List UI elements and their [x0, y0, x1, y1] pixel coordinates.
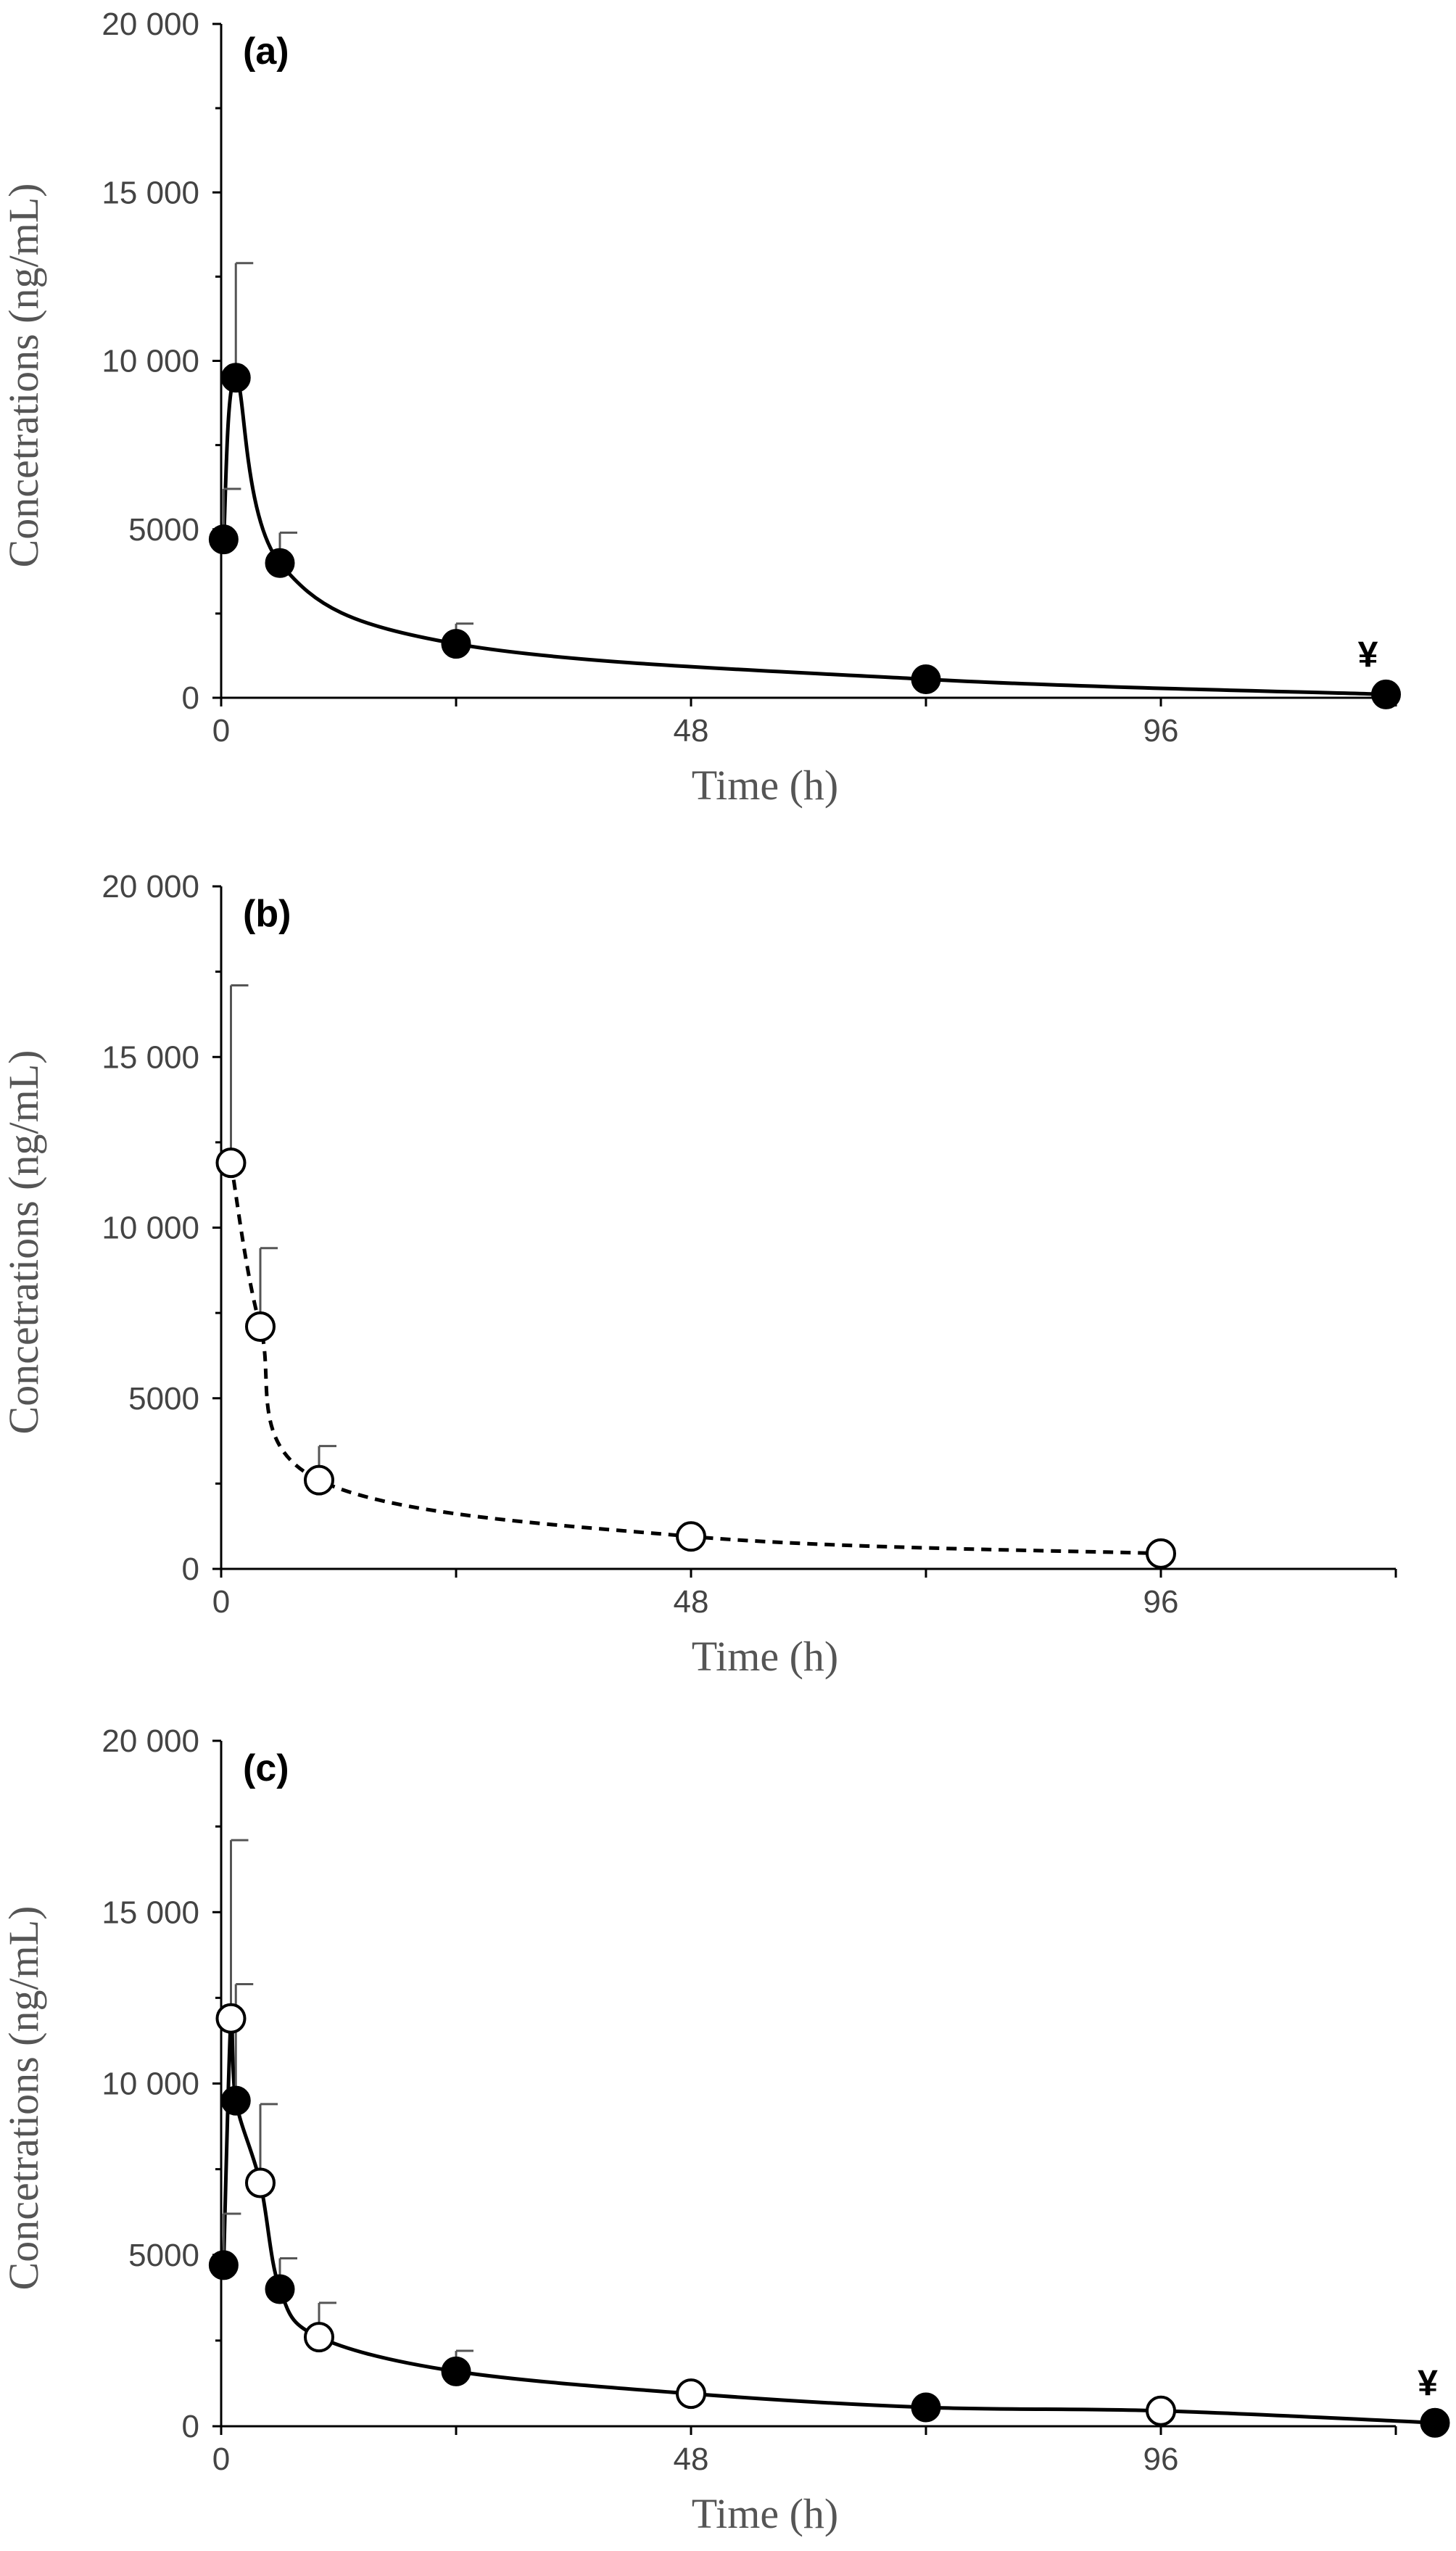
y-tick-label: 10 000 [102, 2066, 199, 2102]
y-axis-title: Concetrations (ng/mL) [0, 1906, 47, 2291]
open-data-point [215, 2003, 247, 2034]
open-data-point [304, 1464, 334, 1496]
panel-label: (c) [243, 1747, 289, 1789]
y-axis-title: Concetrations (ng/mL) [0, 184, 47, 568]
filled-data-point [265, 2274, 295, 2304]
filled-data-point [1371, 679, 1401, 709]
y-tick-label: 0 [182, 2409, 199, 2444]
x-tick-label: 48 [674, 713, 709, 749]
y-tick-label: 20 000 [102, 7, 199, 42]
open-data-point [245, 2167, 276, 2198]
x-tick-label: 48 [674, 2441, 709, 2477]
y-tick-label: 5000 [128, 2238, 199, 2273]
open-data-point [215, 1147, 247, 1179]
open-data-point [676, 2378, 706, 2410]
open-data-point [245, 1311, 276, 1342]
open-data-point [304, 2322, 334, 2353]
y-tick-label: 15 000 [102, 1039, 199, 1075]
filled-data-point [265, 548, 295, 578]
series-line [229, 1162, 1162, 1556]
y-tick-label: 20 000 [102, 869, 199, 904]
y-axis-title: Concetrations (ng/mL) [0, 1050, 47, 1435]
y-tick-label: 0 [182, 680, 199, 716]
filled-data-point [911, 2392, 941, 2423]
open-data-point [676, 1521, 706, 1552]
filled-data-point [1420, 2407, 1450, 2438]
filled-data-point [208, 2250, 239, 2280]
x-tick-label: 0 [212, 713, 230, 749]
open-data-point [1146, 1538, 1176, 1569]
x-axis-title: Time (h) [692, 2490, 839, 2537]
x-tick-label: 96 [1143, 713, 1179, 749]
panel-label: (b) [243, 893, 291, 935]
x-tick-label: 96 [1143, 1584, 1179, 1620]
panel-1: 0 5000 10 000 15 000 20 000 0 48 96 Time (h) Conc… [0, 869, 1397, 1680]
open-data-point [1146, 2395, 1176, 2426]
y-tick-label: 5000 [128, 1381, 199, 1417]
filled-data-point [911, 664, 941, 694]
x-tick-label: 48 [674, 1584, 709, 1620]
series-line [221, 376, 1386, 696]
x-tick-label: 0 [212, 2441, 230, 2477]
y-tick-label: 5000 [128, 512, 199, 548]
filled-data-point [208, 524, 239, 555]
y-tick-label: 10 000 [102, 344, 199, 379]
y-tick-label: 15 000 [102, 175, 199, 210]
filled-data-point [441, 629, 471, 659]
panel-0: 0 5000 10 000 15 000 20 000 0 48 96 Time (h) Conc… [0, 7, 1401, 809]
panel-2: 0 5000 10 000 15 000 20 000 0 48 96 Time (h) Conc… [0, 1723, 1450, 2537]
filled-data-point [220, 363, 251, 393]
x-tick-label: 96 [1143, 2441, 1179, 2477]
panel-label: (a) [243, 30, 289, 73]
significance-marker: ¥ [1358, 634, 1378, 675]
filled-data-point [220, 2085, 251, 2116]
y-tick-label: 20 000 [102, 1723, 199, 1759]
series-line [221, 2011, 1436, 2425]
significance-marker: ¥ [1418, 2362, 1438, 2403]
y-tick-label: 10 000 [102, 1211, 199, 1246]
x-axis-title: Time (h) [692, 1633, 839, 1680]
filled-data-point [441, 2356, 471, 2386]
y-tick-label: 15 000 [102, 1895, 199, 1930]
x-axis-title: Time (h) [692, 762, 839, 809]
x-tick-label: 0 [212, 1584, 230, 1620]
y-tick-label: 0 [182, 1551, 199, 1587]
